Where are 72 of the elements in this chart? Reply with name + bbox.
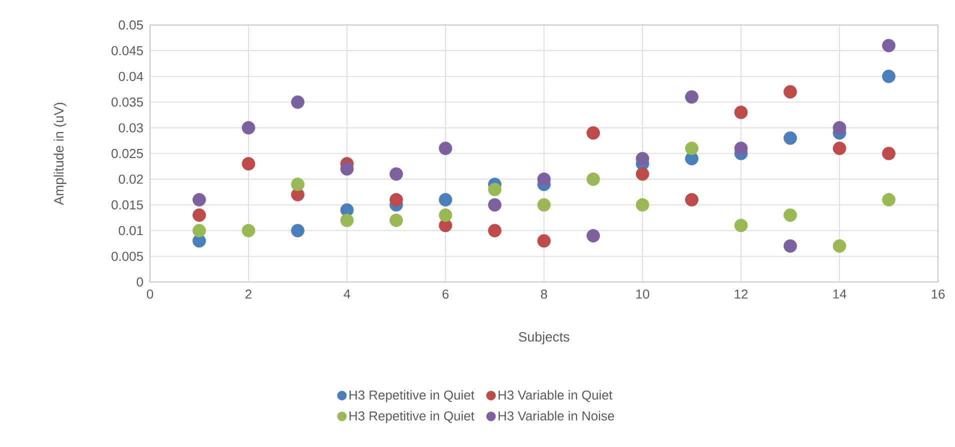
y-tick-label: 0.025	[112, 148, 143, 158]
y-tick-label: 0.03	[118, 123, 143, 132]
point	[734, 106, 748, 120]
x-tick-label: 2	[246, 290, 252, 299]
point	[192, 224, 206, 238]
point	[586, 172, 600, 186]
x-tick-label: 14	[833, 290, 846, 298]
point	[636, 152, 650, 166]
point	[882, 146, 896, 160]
point	[882, 193, 896, 206]
legend-label: H3 Repetitive in Quiet	[350, 410, 474, 424]
point	[832, 142, 846, 156]
point	[784, 85, 797, 99]
x-tick-label: 16	[932, 290, 945, 299]
legend-label: H3 Variable in Noise	[498, 410, 614, 420]
point	[242, 121, 256, 134]
y-tick-label: 0.02	[118, 174, 143, 184]
point	[242, 224, 256, 238]
y-tick-label: 0.01	[118, 226, 143, 236]
point	[784, 239, 797, 253]
point	[734, 142, 748, 156]
y-axis-title: Amplitude in (uV)	[54, 102, 66, 206]
point	[537, 198, 551, 212]
y-tick-label: 0.04	[118, 72, 144, 81]
point	[192, 193, 206, 206]
point	[291, 178, 304, 192]
point	[390, 214, 403, 228]
x-tick-label: 8	[540, 290, 548, 299]
y-tick-label: 0.045	[112, 46, 143, 56]
point	[586, 229, 600, 242]
point	[882, 38, 896, 52]
point	[488, 182, 502, 196]
point	[291, 224, 304, 238]
point	[192, 208, 206, 222]
x-tick-label: 4	[344, 290, 350, 298]
point	[882, 70, 896, 84]
point	[685, 193, 698, 206]
x-tick-label: 10	[636, 290, 650, 299]
y-tick-label: 0.035	[112, 98, 143, 107]
y-tick-label: 0.005	[112, 252, 143, 261]
point	[586, 126, 600, 140]
y-tick-label: 0.05	[118, 20, 143, 30]
point	[438, 142, 452, 156]
point	[832, 121, 846, 134]
point	[784, 208, 797, 222]
x-tick-label: 0	[146, 290, 154, 299]
point	[390, 167, 403, 181]
point	[438, 193, 452, 206]
legend-label: H3 Repetitive in Quiet	[350, 390, 474, 402]
point	[537, 234, 551, 248]
point	[685, 90, 698, 104]
point	[390, 193, 403, 206]
point	[291, 95, 304, 109]
x-tick-label: 12	[734, 290, 748, 299]
legend-label: H3 Variable in Quiet	[498, 390, 612, 402]
point	[537, 172, 551, 186]
point	[685, 142, 698, 156]
point	[340, 162, 354, 176]
y-tick-label: 0	[136, 277, 143, 287]
point	[784, 131, 797, 145]
point	[242, 157, 256, 170]
y-tick-label: 0.015	[112, 200, 143, 210]
point	[636, 167, 650, 181]
point	[438, 208, 452, 222]
x-axis-title: Subjects	[518, 332, 570, 344]
x-tick-label: 6	[442, 290, 449, 299]
point	[636, 198, 650, 212]
point	[734, 218, 748, 232]
point	[832, 239, 846, 253]
point	[488, 224, 502, 238]
point	[488, 198, 502, 212]
point	[340, 214, 354, 228]
